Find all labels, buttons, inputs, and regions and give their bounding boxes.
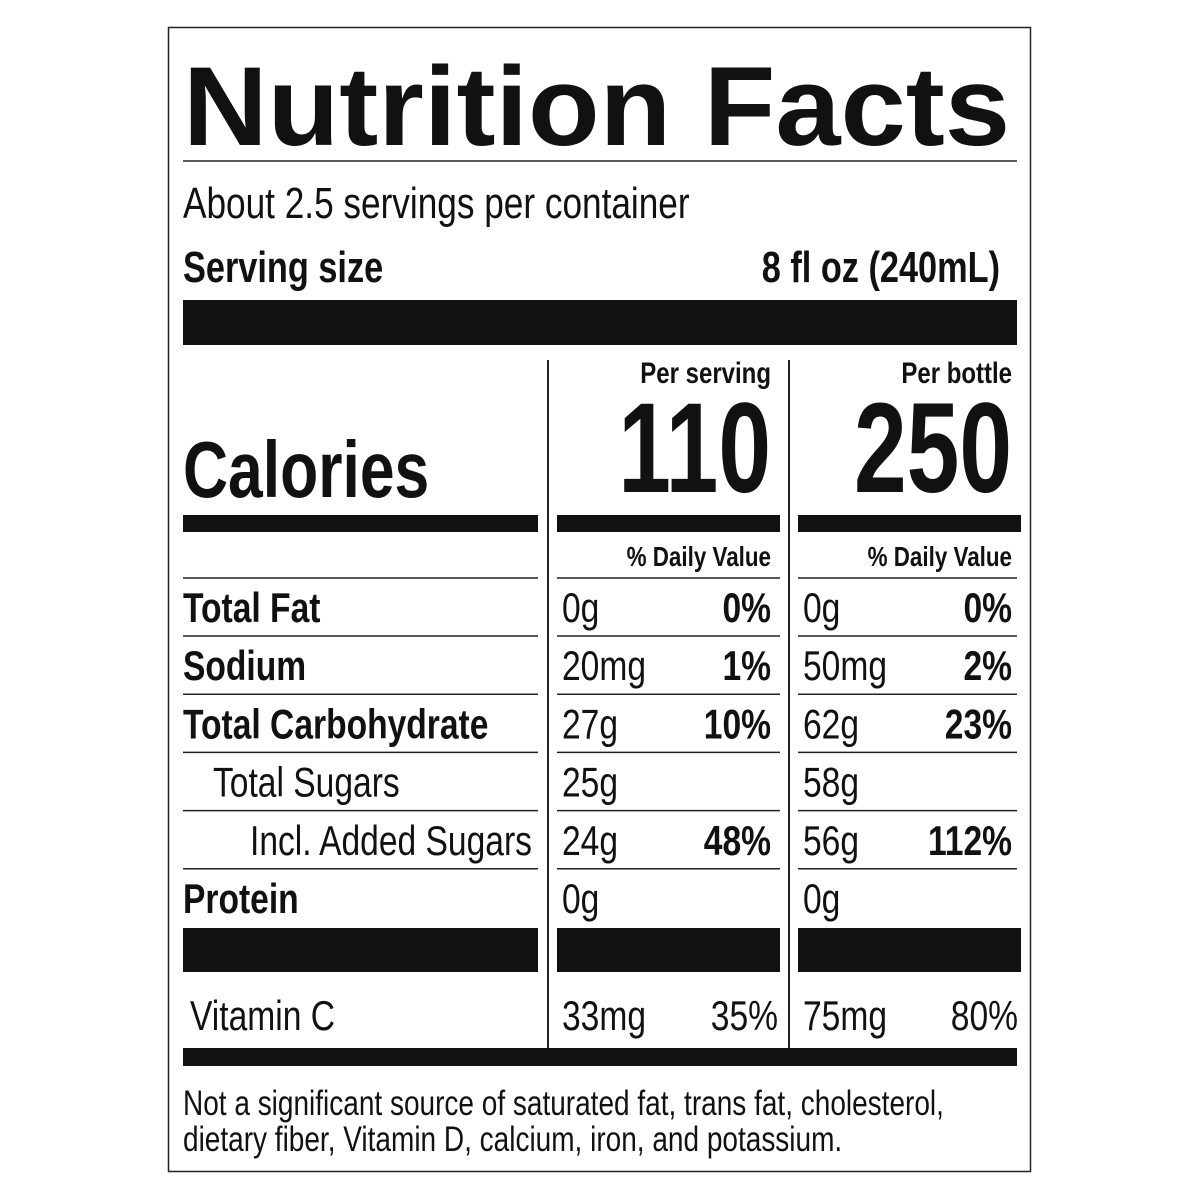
bar xyxy=(798,928,1021,972)
nutrient-name: Protein xyxy=(183,877,299,923)
bar xyxy=(557,515,780,532)
vitamin-daily-value: 35% xyxy=(711,994,778,1040)
nutrient-amount: 0g xyxy=(562,586,599,632)
column-header: Per bottle xyxy=(901,355,1012,389)
nutrient-daily-value: 23% xyxy=(945,702,1012,748)
nutrient-amount: 27g xyxy=(562,702,618,748)
nutrient-amount: 20mg xyxy=(562,644,646,690)
serving-size-value: 8 fl oz (240mL) xyxy=(762,243,1000,292)
bar xyxy=(557,928,780,972)
nutrient-amount: 0g xyxy=(562,877,599,923)
serving-size-label: Serving size xyxy=(183,243,383,292)
bar xyxy=(183,1048,1017,1066)
bar xyxy=(183,928,538,972)
thick-bar xyxy=(183,300,1017,345)
nutrient-daily-value: 112% xyxy=(928,818,1012,864)
nutrient-amount: 58g xyxy=(803,760,859,806)
nutrient-daily-value: 0% xyxy=(722,586,771,632)
nutrient-daily-value: 2% xyxy=(963,644,1012,690)
bar xyxy=(798,515,1021,532)
column-header: Per serving xyxy=(640,355,771,389)
title: Nutrition Facts xyxy=(183,44,1010,169)
nutrient-amount: 50mg xyxy=(803,644,887,690)
vitamin-amount: 75mg xyxy=(803,994,887,1040)
nutrient-name: Total Sugars xyxy=(213,760,400,806)
nutrient-daily-value: 48% xyxy=(704,818,771,864)
nutrient-amount: 25g xyxy=(562,760,618,806)
calories-value: 110 xyxy=(618,376,771,519)
nutrient-daily-value: 0% xyxy=(963,586,1012,632)
nutrient-daily-value: 1% xyxy=(722,644,771,690)
servings-per-container: About 2.5 servings per container xyxy=(183,179,690,228)
nutrient-amount: 62g xyxy=(803,702,859,748)
nutrient-daily-value: 10% xyxy=(704,702,771,748)
nutrient-amount: 0g xyxy=(803,586,840,632)
calories-label: Calories xyxy=(183,426,429,515)
footnote: Not a significant source of saturated fa… xyxy=(183,1083,944,1123)
vitamin-name: Vitamin C xyxy=(190,994,335,1040)
calories-value: 250 xyxy=(854,376,1012,519)
nutrient-amount: 0g xyxy=(803,877,840,923)
nutrient-name: Total Carbohydrate xyxy=(183,702,488,748)
daily-value-header: % Daily Value xyxy=(868,542,1012,573)
bar xyxy=(183,515,538,532)
nutrient-amount: 56g xyxy=(803,818,859,864)
footnote: dietary fiber, Vitamin D, calcium, iron,… xyxy=(183,1119,842,1159)
nutrient-name: Total Fat xyxy=(183,586,321,632)
vitamin-amount: 33mg xyxy=(562,994,646,1040)
nutrient-name: Incl. Added Sugars xyxy=(250,818,532,864)
nutrient-name: Sodium xyxy=(183,644,306,690)
daily-value-header: % Daily Value xyxy=(627,542,771,573)
label-border xyxy=(167,26,1032,1173)
nutrient-amount: 24g xyxy=(562,818,618,864)
vitamin-daily-value: 80% xyxy=(951,994,1018,1040)
